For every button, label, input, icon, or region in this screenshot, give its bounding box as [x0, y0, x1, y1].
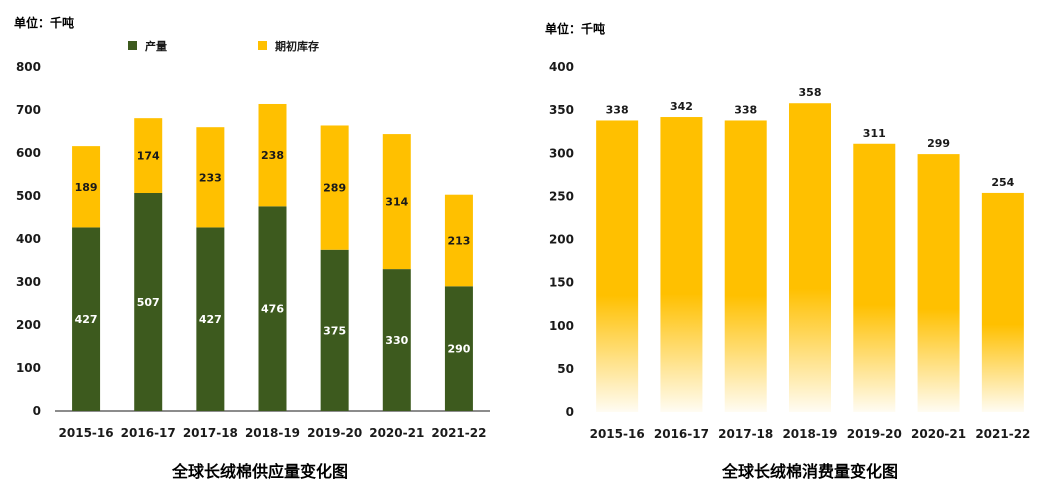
right-x-tick-label: 2019-20 [847, 427, 902, 441]
bar-stock [444, 194, 473, 287]
left-y-tick-label: 100 [16, 361, 41, 375]
bar-consumption [917, 154, 960, 413]
right-x-tick-label: 2018-19 [782, 427, 837, 441]
right-y-tick-label: 0 [566, 405, 574, 419]
stock-value-label: 233 [199, 171, 222, 184]
right-y-tick-label: 100 [549, 319, 574, 333]
consumption-value-label: 338 [734, 103, 757, 116]
left-x-tick-label: 2020-21 [369, 426, 424, 440]
left-y-tick-label: 0 [33, 404, 41, 418]
stock-value-label: 238 [261, 149, 284, 162]
production-value-label: 476 [261, 303, 284, 316]
bar-consumption [660, 117, 703, 413]
bar-consumption [981, 192, 1024, 412]
legend-label-production: 产量 [145, 39, 167, 53]
right-x-tick-label: 2020-21 [911, 427, 966, 441]
consumption-value-label: 254 [991, 176, 1014, 189]
bar-stock [196, 127, 225, 228]
right-x-tick-label: 2017-18 [718, 427, 773, 441]
bar-stock [134, 118, 163, 193]
production-value-label: 375 [323, 324, 346, 337]
left-legend: 产量 期初库存 [128, 39, 319, 53]
left-y-tick-label: 500 [16, 189, 41, 203]
bar-stock [72, 146, 101, 228]
consumption-value-label: 311 [863, 127, 886, 140]
right-unit-label: 单位：千吨 [545, 21, 605, 36]
consumption-value-label: 358 [799, 86, 822, 99]
production-value-label: 427 [75, 313, 98, 326]
bar-production [134, 192, 163, 411]
left-x-tick-label: 2018-19 [245, 426, 300, 440]
consumption-value-label: 342 [670, 100, 693, 113]
right-y-tick-label: 250 [549, 189, 574, 203]
bar-production [320, 249, 349, 411]
right-y-tick-label: 50 [557, 362, 574, 376]
consumption-value-label: 338 [606, 103, 629, 116]
left-y-tick-label: 800 [16, 60, 41, 74]
right-plot-area: 0 50 100 150 200 250 300 350 400 338 2015-16 342 201… [549, 60, 1030, 441]
bar-consumption [724, 120, 767, 412]
left-y-tick-label: 600 [16, 146, 41, 160]
right-y-tick-label: 200 [549, 233, 574, 247]
right-x-tick-label: 2016-17 [654, 427, 709, 441]
legend-swatch-production [128, 41, 137, 50]
bar-production [382, 269, 411, 411]
production-value-label: 290 [447, 343, 470, 356]
consumption-value-label: 299 [927, 137, 950, 150]
bar-production [72, 227, 101, 411]
production-value-label: 330 [385, 334, 408, 347]
right-y-tick-label: 300 [549, 146, 574, 160]
bar-stock [258, 103, 287, 207]
bar-production [258, 206, 287, 411]
bar-stock [320, 125, 349, 250]
left-y-tick-label: 200 [16, 318, 41, 332]
right-y-tick-label: 400 [549, 60, 574, 74]
right-y-tick-label: 350 [549, 103, 574, 117]
legend-swatch-stock [258, 41, 267, 50]
right-x-tick-label: 2021-22 [975, 427, 1030, 441]
bar-production [444, 286, 473, 411]
bar-consumption [789, 103, 831, 412]
left-chart-title: 全球长绒棉供应量变化图 [171, 462, 348, 481]
stock-value-label: 174 [137, 150, 160, 163]
left-x-tick-label: 2019-20 [307, 426, 362, 440]
stock-value-label: 314 [385, 196, 408, 209]
right-chart-title: 全球长绒棉消费量变化图 [721, 462, 898, 481]
bar-consumption [596, 120, 639, 412]
left-y-tick-label: 300 [16, 275, 41, 289]
left-plot-area: 0 100 200 300 400 500 600 700 800 427 189 2015-16 50… [16, 60, 490, 440]
left-x-tick-label: 2017-18 [183, 426, 238, 440]
right-y-tick-label: 150 [549, 276, 574, 290]
left-y-tick-label: 700 [16, 103, 41, 117]
stock-value-label: 213 [447, 235, 470, 248]
left-unit-label: 单位：千吨 [14, 15, 74, 30]
bar-consumption [853, 143, 896, 412]
production-value-label: 427 [199, 313, 222, 326]
legend-label-stock: 期初库存 [275, 39, 319, 53]
left-x-tick-label: 2016-17 [121, 426, 176, 440]
left-x-tick-label: 2021-22 [431, 426, 486, 440]
left-y-tick-label: 400 [16, 232, 41, 246]
stock-value-label: 289 [323, 182, 346, 195]
bar-production [196, 227, 225, 411]
left-x-tick-label: 2015-16 [59, 426, 114, 440]
stock-value-label: 189 [75, 181, 98, 194]
right-x-tick-label: 2015-16 [590, 427, 645, 441]
production-value-label: 507 [137, 296, 160, 309]
bar-stock [382, 134, 411, 270]
